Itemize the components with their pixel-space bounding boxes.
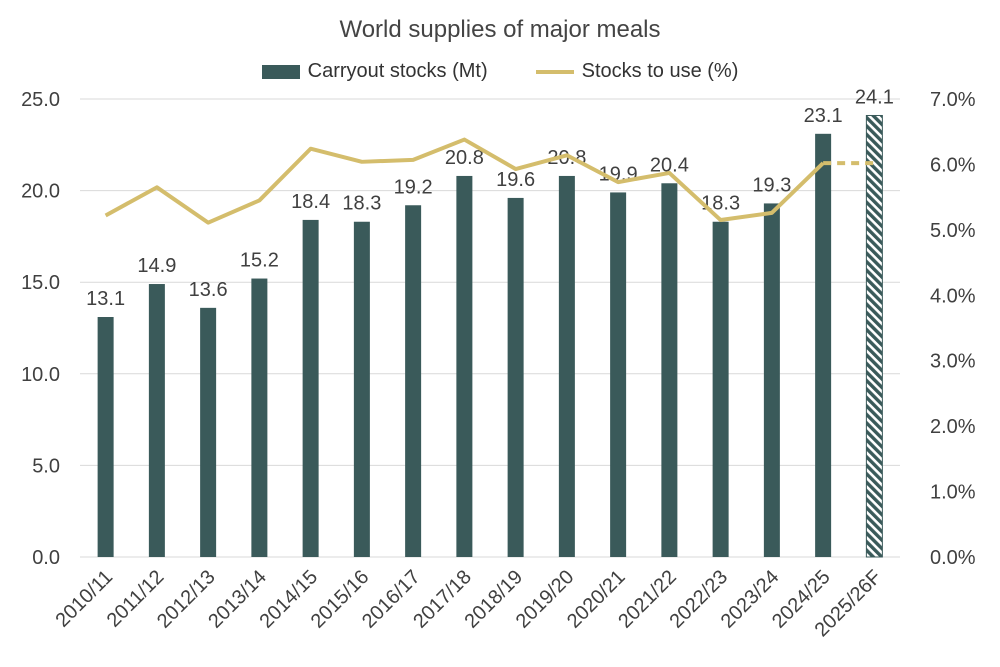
y-right-tick-label: 5.0% — [930, 220, 976, 242]
bar-data-label: 15.2 — [240, 250, 279, 272]
bar-data-label: 23.1 — [804, 105, 843, 127]
bar — [815, 133, 832, 558]
legend-label-stocks-to-use: Stocks to use (%) — [581, 60, 739, 82]
legend: Carryout stocks (Mt) Stocks to use (%) — [0, 60, 1000, 83]
y-right-tick-label: 4.0% — [930, 285, 976, 307]
bar-data-label: 13.1 — [86, 288, 125, 310]
bar-data-label: 14.9 — [137, 255, 176, 277]
y-left-tick-label: 20.0 — [21, 181, 60, 203]
y-left-tick-label: 25.0 — [21, 89, 60, 111]
bar — [610, 192, 627, 557]
y-right-tick-label: 7.0% — [930, 89, 976, 111]
bar-data-label: 19.2 — [394, 176, 433, 198]
y-right-tick-label: 1.0% — [930, 482, 976, 504]
bar-data-label: 18.3 — [701, 193, 740, 215]
bar-data-label: 18.4 — [291, 191, 330, 213]
y-right-tick-label: 2.0% — [930, 416, 976, 438]
legend-swatch-line — [535, 69, 574, 74]
bar — [148, 284, 165, 557]
bar — [97, 317, 114, 557]
bar-data-label: 19.3 — [752, 174, 791, 196]
y-right-tick-label: 3.0% — [930, 351, 976, 373]
bar-data-label: 24.1 — [855, 86, 894, 108]
y-left-tick-label: 15.0 — [21, 272, 60, 294]
bar-data-label: 20.8 — [547, 147, 586, 169]
bar-data-label: 20.8 — [445, 147, 484, 169]
bar — [558, 175, 575, 557]
y-right-tick-label: 6.0% — [930, 154, 976, 176]
bar-data-label: 13.6 — [189, 279, 228, 301]
bar-data-label: 19.6 — [496, 169, 535, 191]
bar-forecast — [865, 114, 883, 558]
legend-item-carryout: Carryout stocks (Mt) — [261, 60, 488, 83]
chart-title: World supplies of major meals — [339, 16, 661, 43]
stocks-to-use-line — [104, 137, 825, 225]
bar — [661, 183, 678, 557]
bar — [763, 203, 780, 557]
bar — [200, 307, 217, 557]
bar — [302, 219, 319, 558]
bar — [456, 175, 473, 557]
y-left-tick-label: 5.0 — [32, 455, 60, 477]
y-right-tick-label: 0.0% — [930, 547, 976, 569]
legend-swatch-bar — [261, 64, 300, 79]
legend-item-stocks-to-use: Stocks to use (%) — [535, 60, 739, 83]
bar — [712, 221, 729, 557]
bar — [405, 205, 422, 558]
bar-data-label: 20.4 — [650, 154, 689, 176]
legend-label-carryout: Carryout stocks (Mt) — [307, 60, 488, 82]
bar-data-label: 18.3 — [342, 193, 381, 215]
bar — [251, 278, 268, 557]
y-left-tick-label: 10.0 — [21, 364, 60, 386]
bar — [507, 197, 524, 558]
bar — [353, 221, 370, 557]
y-left-tick-label: 0.0 — [32, 547, 60, 569]
